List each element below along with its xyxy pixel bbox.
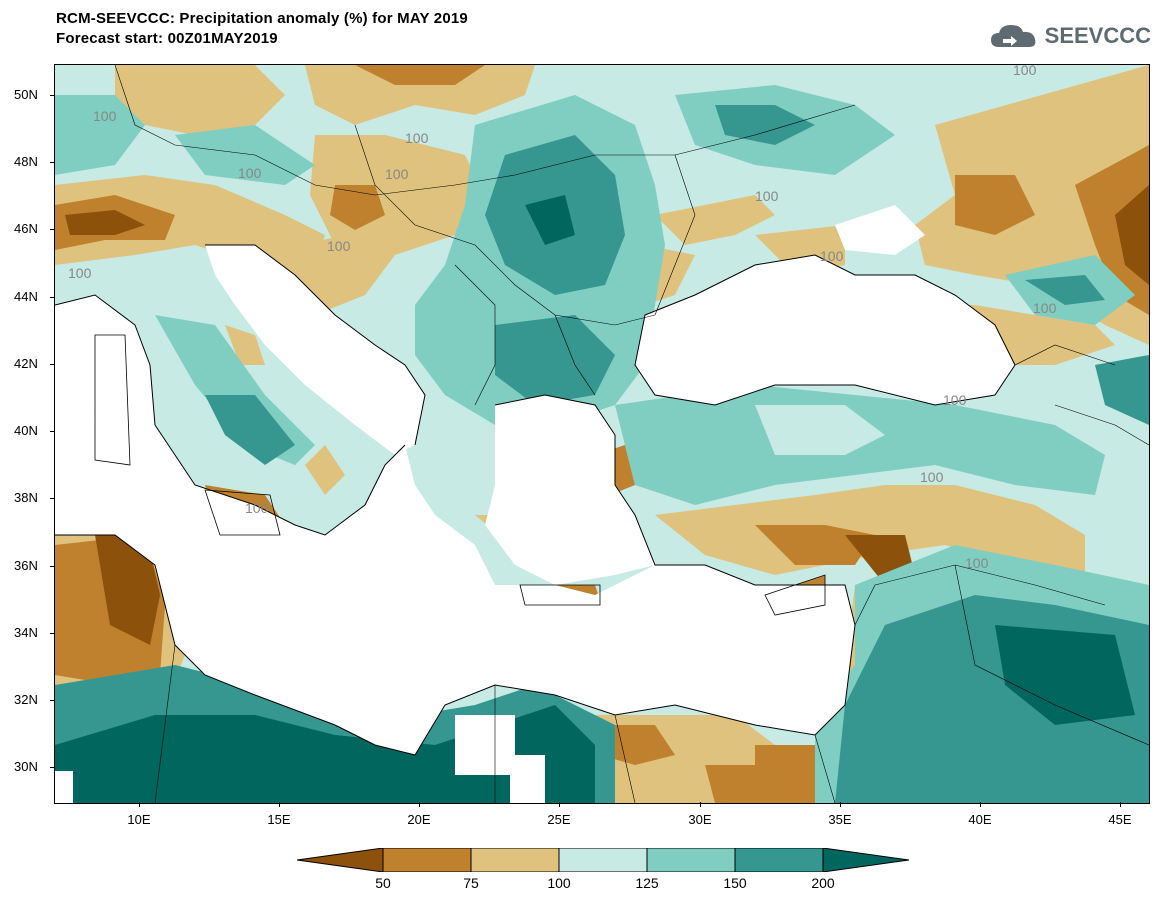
- cloud-icon: [990, 25, 1036, 47]
- lat-tick-label: 48N: [14, 154, 38, 169]
- lon-tick-mark: [840, 802, 841, 807]
- lat-tick-mark: [50, 767, 55, 768]
- colorbar-segment-125-150: [646, 848, 736, 872]
- lon-tick-mark: [419, 802, 420, 807]
- lon-tick-label: 45E: [1108, 812, 1132, 827]
- contour-label: 100: [920, 469, 944, 485]
- lon-tick-mark: [139, 802, 140, 807]
- lat-tick-mark: [50, 364, 55, 365]
- contour-label: 100: [1033, 300, 1057, 316]
- lon-tick-label: 20E: [407, 812, 431, 827]
- seevccc-logo: SEEVCCC: [989, 21, 1151, 51]
- lat-tick-mark: [50, 162, 55, 163]
- contour-label: 100: [245, 500, 269, 516]
- lat-tick-label: 44N: [14, 289, 38, 304]
- lon-tick-mark: [279, 802, 280, 807]
- colorbar-label: 100: [547, 875, 571, 891]
- lon-tick-label: 15E: [267, 812, 291, 827]
- contour-label: 100: [405, 130, 429, 146]
- lon-tick-label: 30E: [688, 812, 712, 827]
- colorbar-segment-above-200: [822, 848, 910, 872]
- colorbar-segment-75-100: [470, 848, 560, 872]
- lat-tick-label: 30N: [14, 759, 38, 774]
- contour-label: 100: [943, 392, 967, 408]
- lon-tick-label: 10E: [127, 812, 151, 827]
- sea-areas: [55, 205, 1015, 755]
- lat-tick-mark: [50, 498, 55, 499]
- lat-tick-mark: [50, 229, 55, 230]
- lat-tick-label: 46N: [14, 221, 38, 236]
- lat-tick-label: 36N: [14, 558, 38, 573]
- contour-label: 100: [820, 248, 844, 264]
- colorbar-label: 125: [635, 875, 659, 891]
- colorbar: [297, 848, 910, 872]
- missing-data-areas: [55, 715, 545, 803]
- lon-tick-label: 25E: [547, 812, 571, 827]
- contour-label: 100: [385, 166, 409, 182]
- contour-label: 100: [1013, 65, 1037, 78]
- lon-tick-mark: [1120, 802, 1121, 807]
- colorbar-label: 75: [463, 875, 479, 891]
- lat-tick-label: 40N: [14, 423, 38, 438]
- contour-label: 100: [238, 165, 262, 181]
- country-borders: [114, 65, 1149, 803]
- colorbar-segment-150-200: [734, 848, 824, 872]
- lon-tick-label: 35E: [828, 812, 852, 827]
- lat-tick-label: 38N: [14, 490, 38, 505]
- islands: [94, 334, 826, 616]
- lon-tick-label: 40E: [968, 812, 992, 827]
- colorbar-segment-50-75: [382, 848, 472, 872]
- contour-label: 100: [755, 188, 779, 204]
- logo-text: SEEVCCC: [1044, 23, 1151, 48]
- lat-tick-mark: [50, 566, 55, 567]
- map-title: RCM-SEEVCCC: Precipitation anomaly (%) f…: [56, 10, 468, 27]
- lat-tick-label: 50N: [14, 87, 38, 102]
- map-canvas: 100 100 100 100 100 100 100 100 100 100 …: [55, 65, 1149, 803]
- colorbar-segment-100-125: [558, 848, 648, 872]
- lat-tick-mark: [50, 633, 55, 634]
- contour-label: 100: [327, 238, 351, 254]
- lat-tick-mark: [50, 431, 55, 432]
- lat-tick-mark: [50, 297, 55, 298]
- colorbar-label: 150: [723, 875, 747, 891]
- lon-tick-mark: [559, 802, 560, 807]
- coastlines: [55, 244, 1016, 756]
- contour-label: 100: [68, 265, 92, 281]
- lat-tick-mark: [50, 95, 55, 96]
- contour-label: 100: [965, 555, 989, 571]
- lon-tick-mark: [980, 802, 981, 807]
- colorbar-segment-below-50: [297, 848, 384, 872]
- colorbar-label: 50: [375, 875, 391, 891]
- lat-tick-mark: [50, 700, 55, 701]
- contour-label: 100: [93, 108, 117, 124]
- lat-tick-label: 34N: [14, 625, 38, 640]
- lat-tick-label: 32N: [14, 692, 38, 707]
- lat-tick-label: 42N: [14, 356, 38, 371]
- colorbar-label: 200: [811, 875, 835, 891]
- forecast-start-label: Forecast start: 00Z01MAY2019: [56, 30, 278, 47]
- lon-tick-mark: [700, 802, 701, 807]
- anomaly-map: 100 100 100 100 100 100 100 100 100 100 …: [54, 64, 1150, 804]
